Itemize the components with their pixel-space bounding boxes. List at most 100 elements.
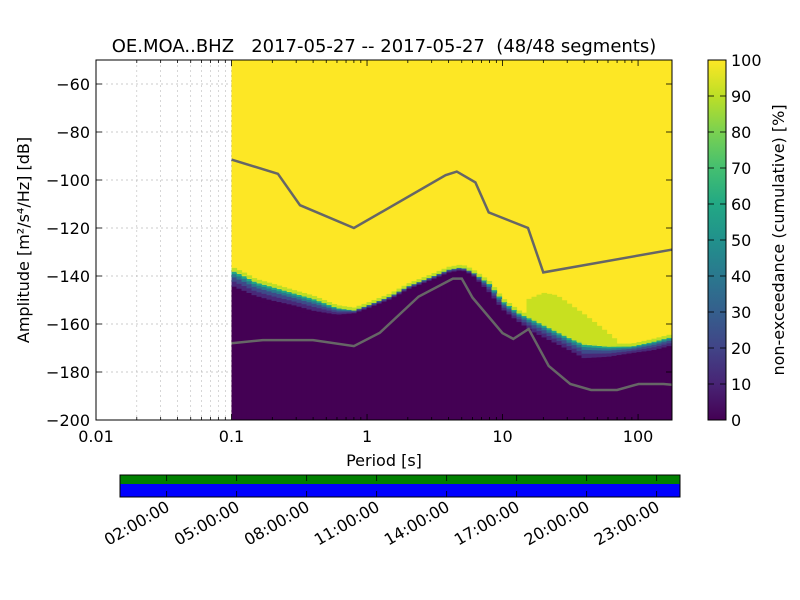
heatmap-cell (611, 355, 618, 360)
heatmap-cell (466, 271, 473, 273)
heatmap-cell (531, 325, 538, 330)
heatmap-cell (641, 346, 648, 350)
heatmap-cell (346, 311, 353, 313)
heatmap-cell (346, 313, 353, 316)
heatmap-cell (366, 305, 373, 308)
heatmap-cell (236, 276, 243, 281)
heatmap-cell (621, 349, 628, 353)
heatmap-cell (636, 346, 643, 349)
heatmap-cell (501, 310, 508, 314)
heatmap-cell (586, 353, 593, 359)
heatmap-cell (616, 349, 623, 353)
heatmap-cell (251, 278, 258, 282)
heatmap-cell (336, 312, 343, 316)
heatmap-cell (391, 291, 398, 295)
heatmap-cell (251, 290, 258, 296)
heatmap-cell (256, 288, 263, 293)
heatmap-cell (266, 295, 273, 301)
heatmap-cell (471, 273, 478, 275)
heatmap-cell (476, 279, 483, 283)
heatmap-cell (491, 291, 498, 294)
heatmap-cell (651, 338, 658, 342)
heatmap-cell (641, 340, 648, 344)
heatmap-cell (331, 308, 338, 311)
heatmap-cell (241, 286, 248, 292)
heatmap-cell (301, 293, 308, 297)
heatmap-cell (436, 270, 443, 274)
heatmap-cell (296, 296, 303, 300)
heatmap-cell (236, 279, 243, 285)
heatmap-cell (531, 336, 538, 420)
heatmap-cell (581, 314, 588, 344)
heatmap-cell (396, 293, 403, 295)
heatmap-cell (656, 348, 663, 352)
heatmap-cell (426, 275, 433, 279)
coverage-time-label: 08:00:00 (241, 497, 313, 549)
heatmap-cell (241, 295, 248, 420)
heatmap-cell (346, 309, 353, 311)
heatmap-cell (436, 276, 443, 279)
heatmap-cell (411, 281, 418, 285)
heatmap-cell (386, 297, 393, 300)
coverage-psd-row (120, 484, 680, 497)
heatmap-cell (231, 291, 238, 420)
heatmap-cell (391, 295, 398, 297)
heatmap-cell (476, 283, 483, 420)
heatmap-cell (366, 308, 373, 420)
heatmap-cell (381, 300, 388, 303)
heatmap-cell (241, 278, 248, 283)
heatmap-cell (391, 297, 398, 299)
heatmap-cell (606, 346, 613, 349)
heatmap-cell (246, 278, 253, 282)
heatmap-cell (511, 318, 518, 322)
heatmap-cell (311, 314, 318, 420)
heatmap-cell (501, 305, 508, 309)
heatmap-cell (261, 293, 268, 299)
heatmap-cell (481, 281, 488, 284)
heatmap-cell (286, 304, 293, 309)
heatmap-cell (626, 349, 633, 352)
heatmap-cell (481, 284, 488, 288)
noise-model-lines (231, 158, 672, 392)
heatmap-cell (656, 337, 663, 341)
heatmap-cell (566, 338, 573, 341)
heatmap-cell (426, 278, 433, 280)
heatmap-cell (296, 302, 303, 308)
heatmap-cell (651, 352, 658, 420)
heatmap-cell (541, 327, 548, 331)
heatmap-cell (611, 346, 618, 349)
heatmap-cell (431, 273, 438, 277)
heatmap-cell (326, 316, 333, 420)
heatmap-cell (486, 294, 493, 420)
heatmap-cell (386, 300, 393, 420)
heatmap-cell (491, 301, 498, 420)
heatmap-cell (421, 280, 428, 282)
heatmap-cell (446, 271, 453, 273)
heatmap-cell (626, 347, 633, 350)
heatmap-cell (576, 347, 583, 352)
heatmap-cell (476, 281, 483, 284)
heatmap-cell (366, 302, 373, 306)
heatmap-cell (376, 302, 383, 305)
heatmap-cell (666, 337, 672, 340)
heatmap-cell (376, 297, 383, 301)
heatmap-cell (331, 304, 338, 308)
heatmap-cell (646, 345, 653, 349)
heatmap-cell (246, 281, 253, 285)
heatmap-cell (286, 294, 293, 298)
heatmap-cell (231, 277, 238, 283)
heatmap-cell (291, 301, 298, 306)
heatmap-cell (636, 352, 643, 355)
heatmap-cell (246, 275, 253, 279)
heatmap-cell (451, 265, 458, 269)
heatmap-cell (261, 298, 268, 303)
heatmap-cell (501, 302, 508, 305)
heatmap-cell (321, 303, 328, 306)
heatmap-cell (421, 282, 428, 285)
heatmap-cell (496, 307, 503, 420)
colorbar-tick-label: 80 (731, 123, 751, 142)
heatmap-cell (421, 283, 428, 420)
heatmap-cell (471, 277, 478, 420)
heatmap-cell (371, 305, 378, 308)
heatmap-cell (471, 274, 478, 276)
